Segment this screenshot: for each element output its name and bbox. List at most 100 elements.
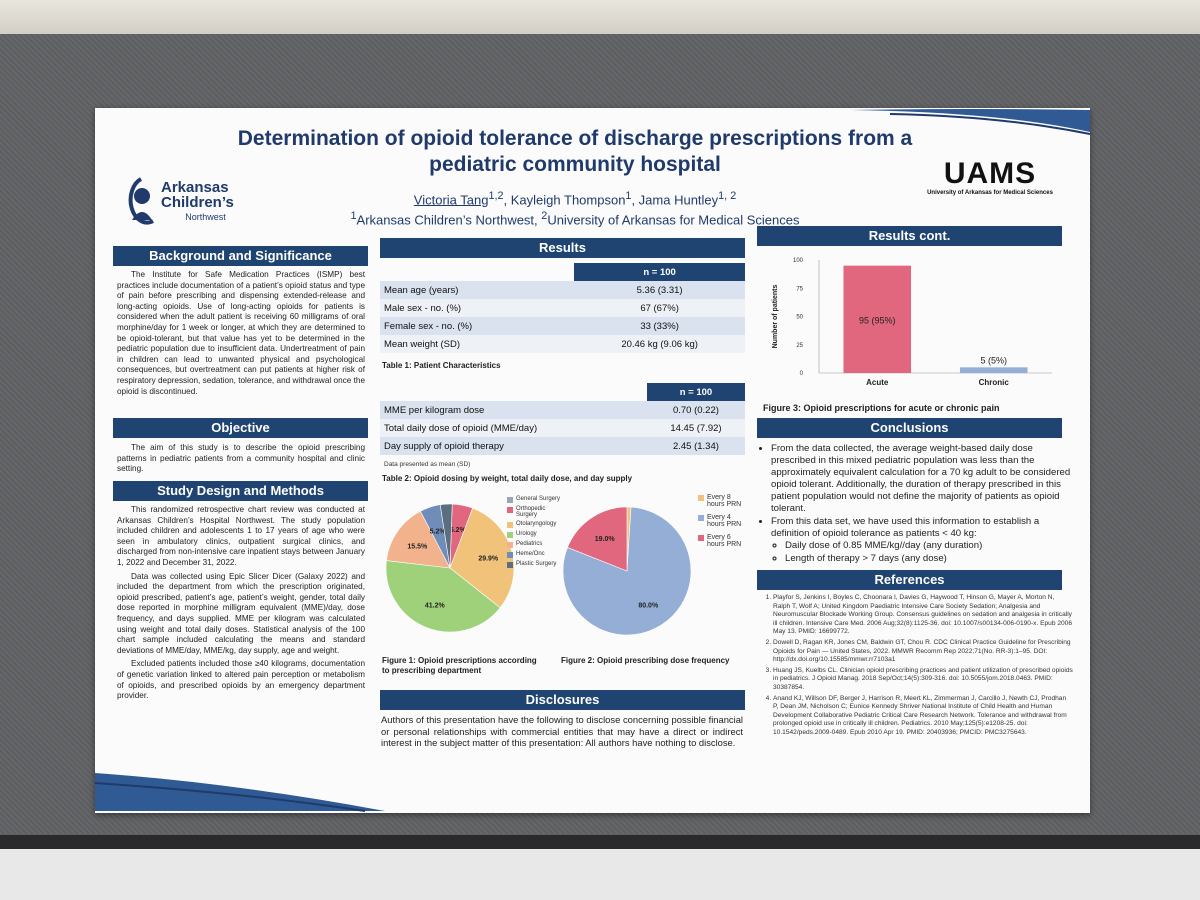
figure3-caption: Figure 3: Opioid prescriptions for acute… <box>763 403 1000 413</box>
legend-label: Plastic Surgery <box>516 561 557 567</box>
results-header: Results <box>380 238 745 258</box>
legend-item: Urology <box>507 531 565 538</box>
table1-row-3-value: 33 (33%) <box>574 317 745 335</box>
legend-item: Otolaryngology <box>507 521 565 528</box>
legend-item: Plastic Surgery <box>507 561 565 568</box>
conclusion-bullet-1: From the data collected, the average wei… <box>771 443 1071 515</box>
pie-slice <box>439 503 453 569</box>
legend-item: Heme/Onc <box>507 551 565 558</box>
legend-swatch <box>698 495 704 501</box>
floor-area <box>0 835 1200 900</box>
bar-data-label: 95 (95%) <box>859 315 896 325</box>
poster-title: Determination of opioid tolerance of dis… <box>237 127 913 176</box>
table1-col-header: n = 100 <box>574 263 745 281</box>
logo-line-3: Northwest <box>185 212 226 222</box>
references-header: References <box>757 570 1062 590</box>
figure1-pie-chart: 5.2% 29.9% 41.2% 15.5% 5.2% <box>385 503 515 633</box>
background-text: The Institute for Safe Medication Practi… <box>117 270 365 400</box>
table1-blank-cell <box>380 263 574 281</box>
uams-logo: UAMS University of Arkansas for Medical … <box>925 158 1055 208</box>
disclosures-paragraph: Authors of this presentation have the fo… <box>381 714 743 748</box>
arkansas-childrens-logo: Arkansas Children’s Northwest <box>123 176 253 232</box>
pie-slice <box>567 506 628 572</box>
uams-subtitle: University of Arkansas for Medical Scien… <box>927 190 1053 196</box>
table1-row-1-label: Mean age (years) <box>380 281 575 299</box>
conclusion-sub-2: Length of therapy > 7 days (any dose) <box>785 553 1071 565</box>
y-tick-label: 50 <box>796 315 803 321</box>
legend-label: Pediatrics <box>516 541 543 547</box>
objective-header: Objective <box>113 418 368 438</box>
table1-row-4-label: Mean weight (SD) <box>380 335 575 353</box>
author-2: , Kayleigh Thompson <box>503 192 626 208</box>
y-axis-label: Number of patients <box>772 285 779 349</box>
methods-text: This randomized retrospective chart revi… <box>117 505 365 705</box>
logo-line-2: Children’s <box>161 194 234 211</box>
legend-swatch <box>507 552 513 558</box>
legend-swatch <box>507 522 513 528</box>
conclusions-list: From the data collected, the average wei… <box>759 443 1071 566</box>
legend-item: General Surgery <box>507 496 565 503</box>
table2-row-2-value: 14.45 (7.92) <box>646 419 745 437</box>
table2-row-3-label: Day supply of opioid therapy <box>380 437 647 455</box>
table2-note: Data presented as mean (SD) <box>384 461 471 468</box>
figure3-bar-chart: 0 25 50 75 100 Number of patients 95 (95%) Acut… <box>772 258 1052 387</box>
aff-2-sup: 2 <box>541 210 548 223</box>
legend-label: Every 6 hours PRN <box>707 534 742 548</box>
legend-item: Orthopedic Surgery <box>507 506 565 518</box>
table-row: Male sex - no. (%) 67 (67%) <box>380 299 745 317</box>
reference-item: Playfor S, Jenkins I, Boyles C, Choonara… <box>773 594 1073 637</box>
top-wave-decoration <box>850 109 1090 135</box>
conclusion-bullet-2-text: From this data set, we have used this in… <box>771 516 1040 539</box>
table1-row-3-label: Female sex - no. (%) <box>380 317 575 335</box>
legend-swatch <box>507 542 513 548</box>
legend-swatch <box>507 532 513 538</box>
x-tick-label: Chronic <box>979 378 1010 387</box>
author-3: , Jama Huntley <box>631 192 719 208</box>
bar-data-label: 5 (5%) <box>980 355 1007 365</box>
figure2-caption: Figure 2: Opioid prescribing dose freque… <box>561 656 730 665</box>
legend-label: General Surgery <box>516 496 561 502</box>
table1-row-2-label: Male sex - no. (%) <box>380 299 575 317</box>
results-cont-header: Results cont. <box>757 226 1062 246</box>
pie-slice <box>386 510 451 569</box>
reference-item: Dowell D, Ragan KR, Jones CM, Baldwin GT… <box>773 639 1073 665</box>
disclosures-text: Authors of this presentation have the fo… <box>381 714 743 749</box>
legend-item: Every 6 hours PRN <box>698 534 748 548</box>
table2-row-2-label: Total daily dose of opioid (MME/day) <box>380 419 647 437</box>
objective-text: The aim of this study is to describe the… <box>117 443 365 478</box>
pie-slice <box>385 560 501 633</box>
pie-data-label: 19.0% <box>595 536 616 543</box>
table-row: MME per kilogram dose 0.70 (0.22) <box>380 401 745 419</box>
pie-data-label: 41.2% <box>425 603 446 610</box>
figure1-caption: Figure 1: Opioid prescriptions according… <box>382 656 537 675</box>
opioid-dosing-table: n = 100 MME per kilogram dose 0.70 (0.22)… <box>380 383 745 455</box>
affiliation-1: Arkansas Children’s Northwest, <box>356 212 542 228</box>
conclusion-sub-1: Daily dose of 0.85 MME/kg//day (any dura… <box>785 540 1071 552</box>
y-tick-label: 75 <box>796 286 803 292</box>
conclusions-header: Conclusions <box>757 418 1062 438</box>
pie-data-label: 29.9% <box>478 555 499 562</box>
legend-label: Every 8 hours PRN <box>707 494 742 508</box>
pie-slice <box>449 507 515 609</box>
bottom-wave-decoration <box>95 773 385 812</box>
table2-caption: Table 2: Opioid dosing by weight, total … <box>382 474 633 483</box>
patient-characteristics-table: n = 100 Mean age (years) 5.36 (3.31) Male… <box>380 263 745 353</box>
references-list: Playfor S, Jenkins I, Boyles C, Choonara… <box>759 594 1073 740</box>
y-tick-label: 0 <box>800 371 804 377</box>
table-row: Total daily dose of opioid (MME/day) 14.4… <box>380 419 745 437</box>
legend-label: Otolaryngology <box>516 521 557 527</box>
author-1: Victoria Tang <box>413 192 489 208</box>
table2-blank-cell <box>380 383 647 401</box>
author-3-sup: 1, 2 <box>718 190 737 202</box>
y-tick-label: 100 <box>793 258 804 264</box>
figure1-legend: General Surgery Orthopedic Surgery Otola… <box>507 496 565 571</box>
legend-item: Every 4 hours PRN <box>698 514 748 528</box>
disclosures-header: Disclosures <box>380 690 745 710</box>
author-2-sup: 1 <box>625 190 632 202</box>
table1-caption: Table 1: Patient Characteristics <box>382 361 501 370</box>
y-tick-label: 25 <box>796 343 803 349</box>
methods-paragraph-2: Data was collected using Epic Slicer Dic… <box>117 571 365 655</box>
legend-label: Heme/Onc <box>516 551 545 557</box>
background-paragraph: The Institute for Safe Medication Practi… <box>117 270 365 396</box>
legend-item: Every 8 hours PRN <box>698 494 748 508</box>
